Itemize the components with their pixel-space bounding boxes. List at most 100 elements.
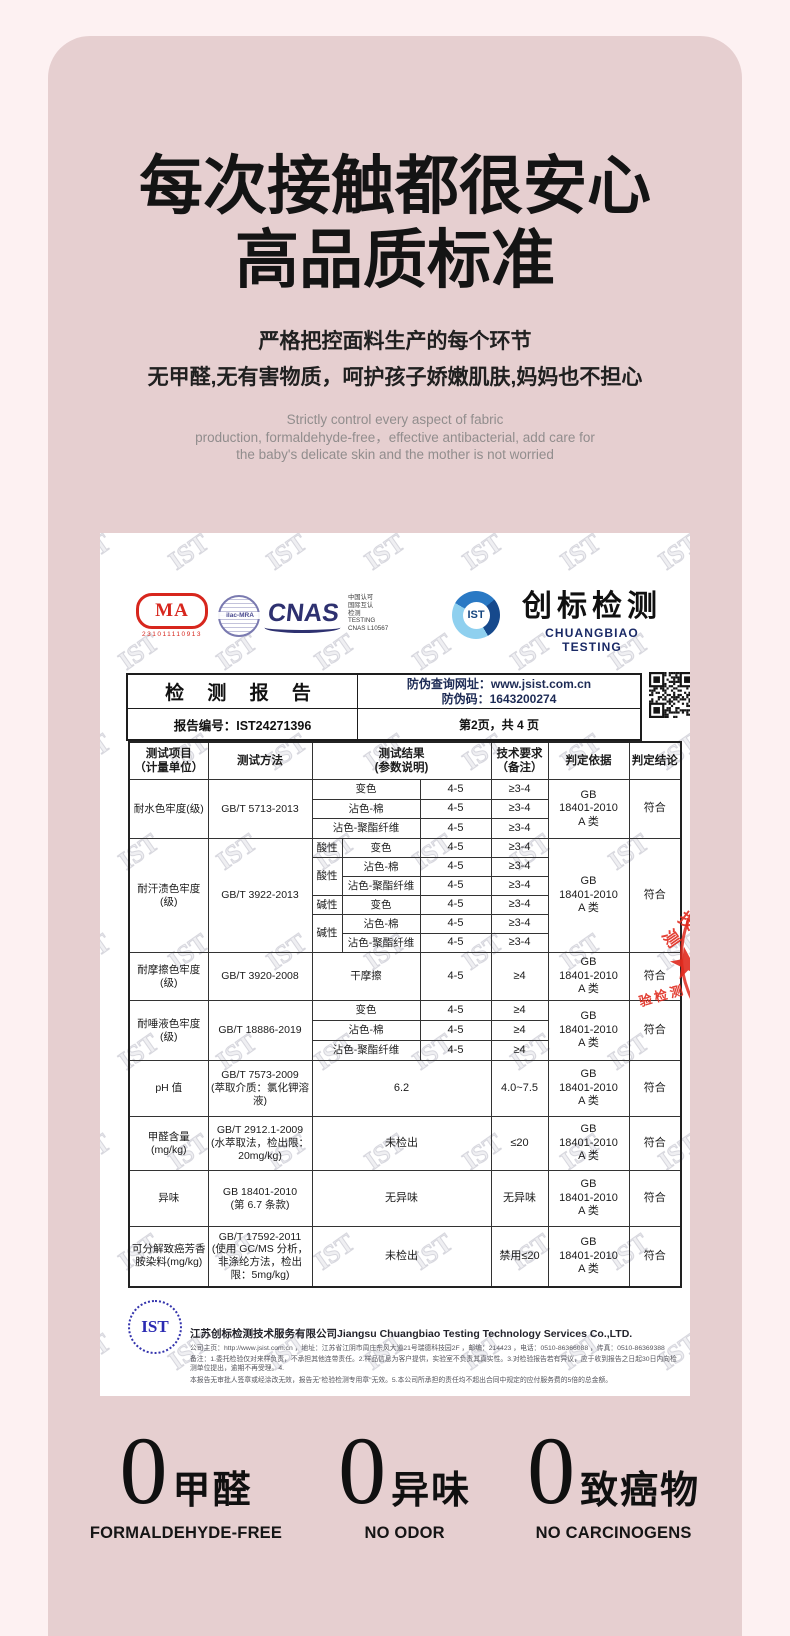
zero-number: 0 (119, 1417, 168, 1524)
ist-footer-logo-icon: IST (128, 1300, 182, 1354)
col-header-requirement: 技术要求 （备注） (490, 741, 549, 780)
cell: GB 18401-2010 A 类 (547, 1000, 630, 1061)
test-report-card: IST IST IST IST IST IST IST IST IST IST IST IST IST I… (100, 533, 690, 1396)
cell: 4-5 (419, 1040, 492, 1061)
ist-watermark: IST (100, 1327, 117, 1376)
col-header-item: 测试项目 （计量单位） (128, 741, 209, 780)
table-row: 沾色-棉 4-5 ≥4 (129, 1020, 681, 1041)
brand-name-cn: 创标检测 (522, 590, 662, 623)
report-title: 检 测 报 告 (126, 673, 358, 709)
zero-number: 0 (338, 1417, 387, 1524)
cell: GB 18401-2010 A 类 (547, 1170, 630, 1227)
cell: pH 值 (128, 1060, 209, 1117)
table-row: pH 值 GB/T 7573-2009 (萃取介质：氯化钾溶 液) 6.2 4.… (128, 1060, 682, 1117)
table-row: 沾色-棉 4-5 ≥3-4 (129, 799, 681, 819)
cell: 可分解致癌芳香 胺染料(mg/kg) (128, 1226, 209, 1287)
hero-subtitle-line1: 严格把控面料生产的每个环节 (258, 330, 532, 353)
cell: ≥3-4 (490, 799, 549, 819)
company-name: 江苏创标检测技术服务有限公司Jiangsu Chuangbiao Testing… (190, 1328, 633, 1340)
ilac-mra-globe-icon: ilac-MRA (215, 595, 265, 637)
cell: 变色 (311, 779, 421, 800)
cma-mark-icon: MA (136, 593, 208, 629)
cell: GB 18401-2010 A 类 (547, 1226, 630, 1287)
cell: GB 18401-2010 A 类 (547, 1060, 630, 1117)
cell: 异味 (128, 1170, 209, 1227)
cell: 4-5 (419, 952, 492, 1001)
cell: 沾色-聚酯纤维 (311, 818, 421, 839)
cell: 酸性 (311, 838, 343, 858)
zero-label-cn: 甲醛 (172, 1470, 253, 1512)
cnas-swoosh-icon (263, 622, 342, 633)
cell: 沾色-聚酯纤维 (341, 933, 421, 953)
cell: ≥3-4 (490, 933, 549, 953)
zero-label-en: NO ODOR (364, 1524, 445, 1542)
col-header-basis: 判定依据 (547, 741, 630, 780)
cell: 碱性 (311, 914, 343, 953)
cnas-accreditation-text: 中国认可 国际互认 检测 TESTING CNAS L10567 (348, 594, 389, 633)
cell: 4-5 (419, 818, 492, 839)
table-row: 酸性 沾色-棉 4-5 ≥3-4 (129, 857, 681, 896)
cell: 4-5 (419, 779, 492, 800)
cell: 干摩擦 (311, 952, 421, 1001)
table-row: 碱性 沾色-棉 4-5 ≥3-4 (129, 914, 681, 953)
brand-block: 创标检测 CHUANGBIAO TESTING (514, 590, 670, 655)
cell: GB 18401-2010 (第 6.7 条款) (207, 1170, 313, 1227)
zero-claims-section: 0 甲醛 FORMALDEHYDE-FREE 0 异味 NO ODOR 0 致癌… (0, 1417, 790, 1543)
cell: ≥3-4 (490, 818, 549, 839)
cell: 变色 (311, 1000, 421, 1021)
ist-logo-text: IST (462, 601, 490, 629)
cell: GB 18401-2010 A 类 (547, 838, 630, 953)
cell: ≥3-4 (490, 876, 549, 896)
cell: 沾色-棉 (341, 857, 421, 877)
cell: ≥4 (490, 952, 549, 1001)
ist-watermark: IST (457, 533, 509, 576)
cell: ≥3-4 (490, 914, 549, 934)
cell: 耐水色牢度(级) (128, 779, 209, 839)
cell: 符合 (628, 1170, 682, 1227)
cell: ≥3-4 (490, 779, 549, 800)
footer-text-block: 江苏创标检测技术服务有限公司Jiangsu Chuangbiao Testing… (190, 1298, 678, 1385)
cell: 4-5 (419, 1000, 492, 1021)
hero-title-line1: 每次接触都很安心 (139, 151, 651, 222)
certificate-footer: IST 江苏创标检测技术服务有限公司Jiangsu Chuangbiao Tes… (126, 1298, 678, 1385)
table-row: 异味 GB 18401-2010 (第 6.7 条款) 无异味 无异味 GB 1… (128, 1170, 682, 1227)
cell: 耐唾液色牢度 (级) (128, 1000, 209, 1061)
cell: ≥4 (490, 1040, 549, 1061)
cell: 耐摩擦色牢度 (级) (128, 952, 209, 1001)
ist-watermark: IST (100, 927, 117, 976)
zero-label-en: NO CARCINOGENS (535, 1524, 692, 1542)
cell: 4-5 (419, 799, 492, 819)
cell: GB/T 18886-2019 (207, 1000, 313, 1061)
antifake-code: 防伪码：1643200274 (441, 691, 557, 706)
zero-label-cn: 异味 (391, 1470, 472, 1512)
zero-claim-odor: 0 异味 NO ODOR (338, 1417, 472, 1543)
cell: 无异味 (311, 1170, 492, 1227)
cell: 4-5 (419, 838, 492, 858)
page-info: 第2页，共 4 页 (357, 708, 642, 741)
col-header-result: 测试结果 (参数说明) (311, 741, 492, 780)
cell: GB/T 3920-2008 (207, 952, 313, 1001)
cma-logo: MA 231011110913 (134, 593, 210, 638)
table-row: 甲醛含量 (mg/kg) GB/T 2912.1-2009 (水萃取法，检出限：… (128, 1116, 682, 1171)
test-results-table: 测试项目 （计量单位） 测试方法 测试结果 (参数说明) 技术要求 （备注） 判… (128, 741, 682, 1288)
hero-title-line2: 高品质标准 (235, 225, 555, 296)
ist-watermark: IST (163, 533, 215, 576)
cell: 酸性 (311, 857, 343, 896)
cell: 4-5 (419, 857, 492, 877)
antifake-url: 防伪查询网址：www.jsist.com.cn (406, 677, 592, 691)
table-row: 耐摩擦色牢度 (级) GB/T 3920-2008 干摩擦 4-5 ≥4 GB … (128, 952, 682, 1001)
cell: 甲醛含量 (mg/kg) (128, 1116, 209, 1171)
hero-en-line3: the baby's delicate skin and the mother … (236, 447, 554, 462)
zero-claim-carcinogens: 0 致癌物 NO CARCINOGENS (527, 1423, 700, 1543)
cell: 未检出 (311, 1226, 492, 1287)
disclaimer-line1: 备注：1.委托检验仅对来样负责，不承担其他连带责任。2.样品信息为客户提供，实验… (190, 1356, 677, 1372)
ist-watermark: IST (100, 533, 117, 576)
cell: 沾色-聚酯纤维 (311, 1040, 421, 1061)
cell: ≥4 (490, 1000, 549, 1021)
table-row: 沾色-聚酯纤维 4-5 ≥4 (129, 1040, 681, 1061)
table-row: 沾色-聚酯纤维 4-5 ≥3-4 (129, 933, 681, 953)
cell: 4-5 (419, 895, 492, 915)
cell: GB/T 17592-2011 (使用 GC/MS 分析， 非涤纶方法，检出 限… (207, 1226, 313, 1287)
cell: 耐汗渍色牢度 (级) (128, 838, 209, 953)
